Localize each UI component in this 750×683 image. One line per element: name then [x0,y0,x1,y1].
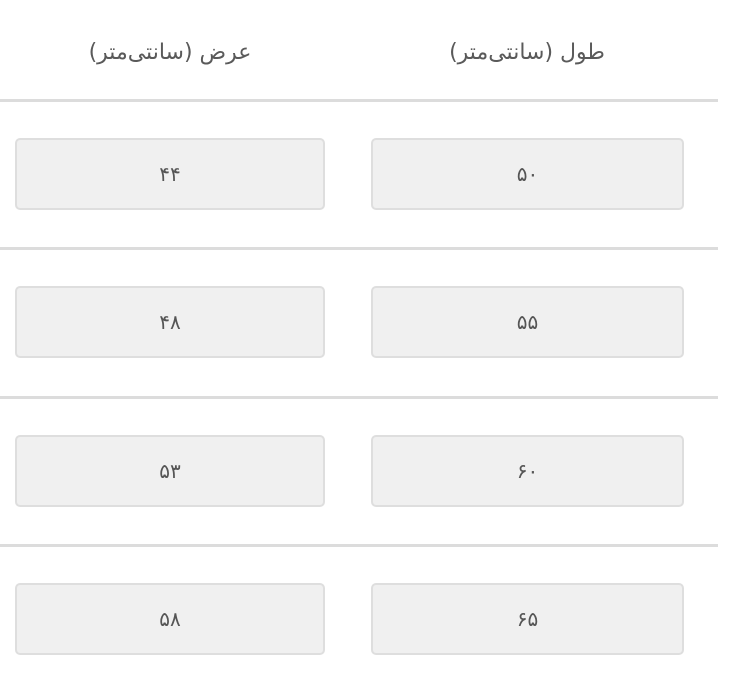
row-divider [0,544,718,547]
length-cell: ۵۰ [371,138,684,210]
width-cell: ۴۴ [15,138,325,210]
row-divider [0,247,718,250]
header-length: طول (سانتی‌متر) [449,40,605,65]
length-cell: ۵۵ [371,286,684,358]
width-cell: ۵۸ [15,583,325,655]
width-cell: ۴۸ [15,286,325,358]
header-width: عرض (سانتی‌متر) [88,40,252,65]
width-cell: ۵۳ [15,435,325,507]
row-divider [0,99,718,102]
row-divider [0,396,718,399]
length-cell: ۶۰ [371,435,684,507]
length-cell: ۶۵ [371,583,684,655]
